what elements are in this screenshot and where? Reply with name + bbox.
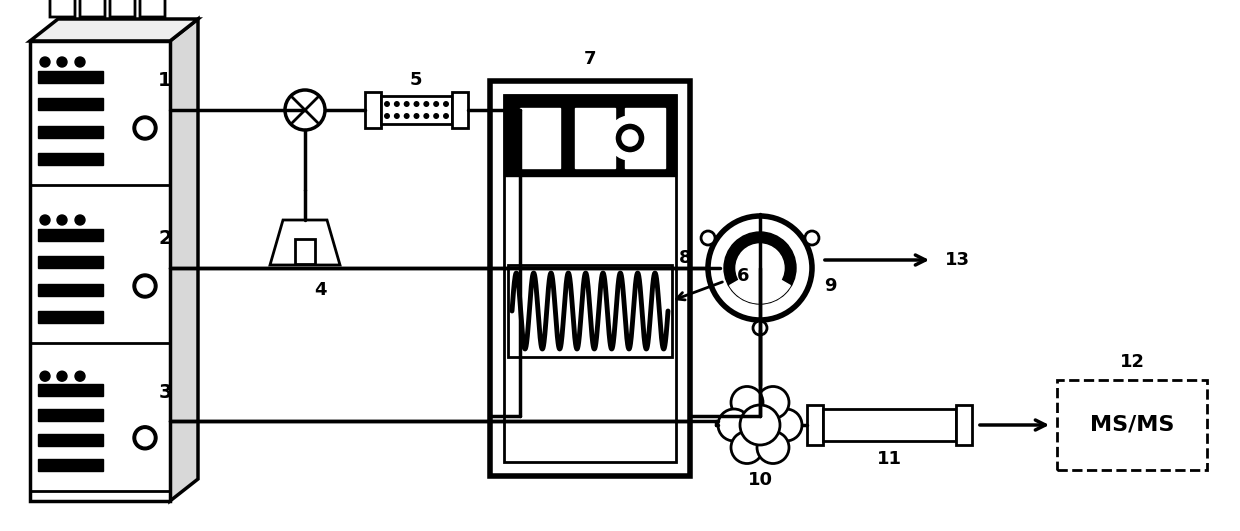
Polygon shape	[110, 0, 135, 17]
Circle shape	[737, 244, 784, 292]
Bar	[295, 239, 315, 264]
Polygon shape	[81, 0, 105, 17]
Text: 4: 4	[314, 281, 326, 299]
Text: 1: 1	[159, 71, 172, 90]
Text: 8: 8	[678, 249, 692, 267]
Bar	[38, 459, 103, 471]
Circle shape	[136, 430, 153, 446]
Bar	[520, 108, 560, 168]
Circle shape	[433, 113, 439, 119]
Circle shape	[74, 371, 86, 381]
Bar	[38, 125, 103, 138]
Circle shape	[413, 113, 419, 119]
Circle shape	[724, 232, 796, 304]
Circle shape	[615, 123, 645, 153]
Circle shape	[753, 321, 768, 335]
Circle shape	[384, 113, 391, 119]
Bar	[807, 405, 823, 445]
Circle shape	[40, 215, 50, 225]
Circle shape	[756, 432, 789, 464]
Bar	[508, 265, 672, 357]
Bar	[38, 384, 103, 396]
Circle shape	[394, 113, 399, 119]
Bar	[490, 81, 689, 476]
Circle shape	[622, 130, 639, 146]
Circle shape	[718, 409, 750, 441]
Bar	[625, 108, 665, 168]
Circle shape	[608, 116, 652, 160]
Text: 6: 6	[737, 267, 749, 285]
Circle shape	[394, 101, 399, 107]
Bar	[38, 71, 103, 82]
Circle shape	[732, 387, 763, 418]
Text: 2: 2	[159, 228, 172, 247]
Bar	[503, 95, 676, 176]
Circle shape	[384, 101, 391, 107]
Text: 10: 10	[748, 471, 773, 489]
Circle shape	[756, 387, 789, 418]
Bar	[823, 409, 956, 441]
Circle shape	[133, 426, 157, 450]
Circle shape	[136, 278, 153, 294]
Bar	[38, 434, 103, 446]
Circle shape	[40, 57, 50, 67]
Polygon shape	[50, 0, 74, 17]
Circle shape	[74, 57, 86, 67]
Circle shape	[423, 101, 429, 107]
Bar	[503, 95, 676, 462]
Bar	[453, 92, 467, 128]
Circle shape	[413, 101, 419, 107]
Circle shape	[40, 371, 50, 381]
Bar	[1056, 380, 1207, 470]
Text: 12: 12	[1120, 353, 1145, 371]
Circle shape	[404, 113, 409, 119]
Bar	[956, 405, 972, 445]
Polygon shape	[270, 220, 340, 265]
Bar	[38, 228, 103, 241]
Polygon shape	[30, 19, 198, 41]
Bar	[38, 98, 103, 110]
Text: 13: 13	[945, 251, 970, 269]
Bar	[38, 153, 103, 165]
Bar	[38, 409, 103, 421]
Circle shape	[433, 101, 439, 107]
Text: MS/MS: MS/MS	[1090, 415, 1174, 435]
Circle shape	[423, 113, 429, 119]
Circle shape	[443, 113, 449, 119]
Circle shape	[133, 274, 157, 298]
Circle shape	[285, 90, 325, 130]
Circle shape	[133, 116, 157, 140]
Bar	[38, 284, 103, 295]
Text: 9: 9	[823, 277, 836, 295]
Polygon shape	[140, 0, 165, 17]
Text: 7: 7	[584, 50, 596, 68]
Circle shape	[708, 216, 812, 320]
Circle shape	[805, 231, 818, 245]
Bar	[38, 256, 103, 268]
Polygon shape	[170, 19, 198, 501]
Circle shape	[57, 371, 67, 381]
Wedge shape	[729, 268, 790, 303]
Circle shape	[57, 215, 67, 225]
Circle shape	[404, 101, 409, 107]
Bar	[381, 96, 453, 124]
Circle shape	[701, 231, 715, 245]
Bar	[365, 92, 381, 128]
Circle shape	[136, 120, 153, 136]
Circle shape	[770, 409, 802, 441]
Circle shape	[57, 57, 67, 67]
Circle shape	[443, 101, 449, 107]
Circle shape	[740, 405, 780, 445]
Text: 5: 5	[409, 71, 423, 89]
Bar	[30, 41, 170, 501]
Text: 11: 11	[877, 450, 901, 468]
Circle shape	[74, 215, 86, 225]
Bar	[38, 311, 103, 323]
Text: 3: 3	[159, 383, 172, 402]
Bar	[575, 108, 615, 168]
Circle shape	[732, 432, 763, 464]
